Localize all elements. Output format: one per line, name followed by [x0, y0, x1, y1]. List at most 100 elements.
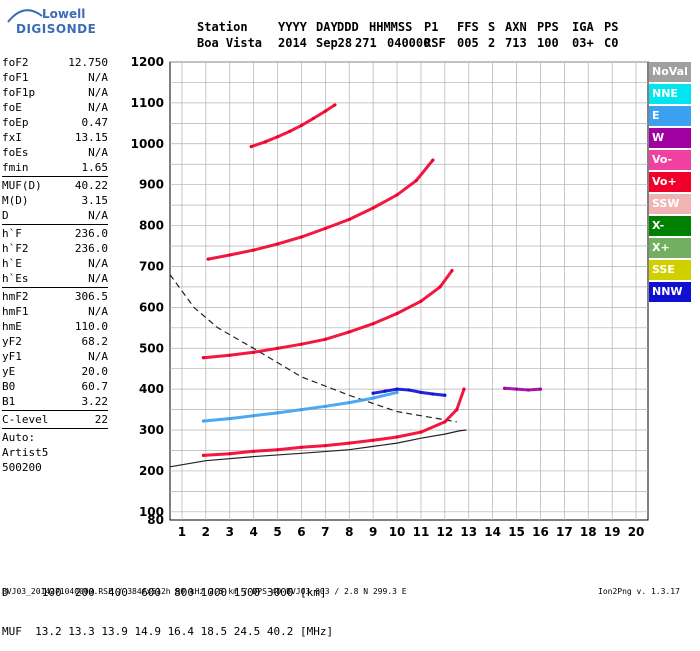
param-name: foF2 — [2, 56, 29, 69]
param-value: N/A — [88, 146, 108, 159]
trace-point — [201, 356, 206, 360]
param-row: foE N/A — [2, 100, 108, 115]
trace-point — [275, 135, 280, 139]
trace-point — [299, 235, 304, 239]
param-name: yF1 — [2, 350, 22, 363]
param-value: 3.22 — [81, 395, 109, 408]
x-tick-label: 12 — [436, 525, 453, 539]
trace-point — [431, 158, 435, 162]
trace-point — [228, 452, 232, 456]
param-name: MUF(D) — [2, 179, 42, 192]
x-tick-label: 6 — [297, 525, 305, 539]
y-tick-label: 600 — [139, 300, 164, 314]
muf-table: D 100 200 400 600 800 1000 1500 3000 [km… — [2, 560, 333, 651]
trace-point — [228, 353, 232, 357]
param-name: Auto: — [2, 431, 36, 444]
param-row: h`E N/A — [2, 256, 108, 271]
param-name: yE — [2, 365, 16, 378]
param-row: h`Es N/A — [2, 271, 108, 286]
y-tick-label: 1100 — [131, 96, 164, 110]
trace-point — [455, 407, 459, 412]
header-label: P1 — [424, 20, 439, 34]
param-value: 0.47 — [81, 116, 109, 129]
trace-point — [503, 386, 507, 390]
trace-point — [333, 103, 337, 107]
x-tick-label: 18 — [580, 525, 597, 539]
trace-point — [347, 217, 351, 222]
trace-point — [299, 445, 304, 449]
trace-point — [299, 123, 304, 127]
param-value: N/A — [88, 86, 108, 99]
header-label: IGA — [572, 20, 594, 34]
trace-point — [419, 390, 423, 395]
muf-distance-row: D 100 200 400 600 800 1000 1500 3000 [km… — [2, 586, 327, 599]
param-value: 12.750 — [68, 56, 108, 69]
x-tick-label: 15 — [508, 525, 525, 539]
trace-point — [347, 401, 351, 405]
param-value: 110.0 — [74, 320, 108, 333]
legend-entry-vo: Vo+ — [649, 172, 691, 192]
x-tick-label: 9 — [369, 525, 377, 539]
header-value: 040000 — [387, 36, 431, 50]
x-tick-label: 5 — [273, 525, 281, 539]
legend-entry-sse: SSE — [649, 260, 691, 280]
param-name: fxI — [2, 131, 22, 144]
header-value: 2 — [488, 36, 496, 50]
trace-point — [371, 438, 375, 442]
muf-value-row: MUF 13.2 13.3 13.9 14.9 16.4 18.5 24.5 4… — [2, 625, 334, 638]
header-value: RSF — [424, 36, 446, 50]
trace-point — [323, 337, 327, 341]
trace-point — [264, 140, 268, 144]
trace-point — [538, 387, 543, 391]
trace-point — [462, 387, 466, 391]
x-tick-label: 13 — [460, 525, 477, 539]
param-separator — [2, 287, 108, 288]
trace-point — [431, 392, 435, 396]
param-value: N/A — [88, 350, 108, 363]
y-tick-label: 1000 — [131, 137, 164, 151]
trace-point — [450, 268, 454, 273]
trace-point — [252, 449, 256, 453]
trace-point — [419, 430, 423, 434]
ionogram-plot: 1 2 3 4 5 6 7 8 9 10 11 12 13 14 15 16 17 18 19 20801002003… — [131, 55, 649, 539]
header-label: AXN — [505, 20, 527, 34]
x-tick-label: 17 — [556, 525, 573, 539]
param-row: foF1 N/A — [2, 70, 108, 85]
trace-point — [311, 116, 315, 121]
header-value: Boa Vista — [197, 36, 263, 50]
header-label: DAY — [316, 20, 338, 34]
trace-point — [323, 404, 327, 408]
header-label: DDD — [337, 20, 359, 34]
trace-point — [414, 178, 418, 183]
param-value: 68.2 — [81, 335, 109, 348]
trace-point — [275, 242, 280, 246]
param-name: h`Es — [2, 272, 29, 285]
param-name: h`E — [2, 257, 22, 270]
trace-point — [438, 285, 442, 289]
header-value: Sep28 — [316, 36, 353, 50]
param-name: hmF2 — [2, 290, 29, 303]
trace-point — [443, 420, 447, 424]
y-tick-label: 900 — [139, 178, 164, 192]
legend-entry-e: E — [649, 106, 691, 126]
x-tick-label: 10 — [389, 525, 406, 539]
trace-point — [526, 388, 531, 392]
param-row: hmE 110.0 — [2, 319, 108, 334]
y-tick-label: 80 — [147, 513, 164, 527]
param-row: foF1p N/A — [2, 85, 108, 100]
param-separator — [2, 224, 108, 225]
param-name: foF1 — [2, 71, 29, 84]
param-value: 236.0 — [74, 227, 108, 240]
param-row: foEs N/A — [2, 145, 108, 160]
param-name: foE — [2, 101, 22, 114]
lowell-digisonde-logo: Lowell DIGISONDE — [4, 6, 114, 42]
x-tick-label: 8 — [345, 525, 353, 539]
param-name: foF1p — [2, 86, 36, 99]
param-row: hmF1 N/A — [2, 304, 108, 319]
param-value: 40.22 — [74, 179, 108, 192]
legend-entry-x: X- — [649, 216, 691, 236]
param-value: N/A — [88, 257, 108, 270]
trace-point — [371, 396, 375, 400]
legend-entry-w: W — [649, 128, 691, 148]
param-row: D N/A — [2, 208, 108, 223]
